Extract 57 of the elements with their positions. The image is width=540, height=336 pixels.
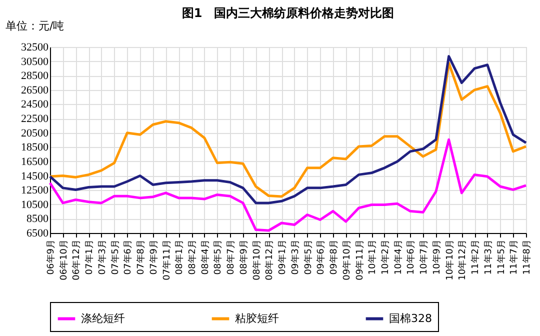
x-tick-label: 07年1月	[84, 240, 96, 275]
x-tick-label: 09年10月	[341, 240, 352, 280]
x-tick-label: 08年2月	[187, 240, 198, 275]
x-tick-label: 07年3月	[96, 240, 108, 275]
x-tick-label: 09年3月	[290, 240, 301, 275]
x-tick-label: 07年11月	[161, 240, 172, 280]
x-tick-label: 11年2月	[470, 240, 482, 275]
x-tick-label: 10年6月	[406, 240, 417, 275]
legend-label: 国棉328	[389, 312, 432, 325]
x-tick-label: 07年9月	[148, 240, 160, 275]
chart-title: 图1 国内三大棉纺原料价格走势对比图	[182, 6, 394, 20]
x-tick-label: 09年11月	[354, 240, 366, 280]
legend-label: 粘胶短纤	[235, 312, 279, 325]
x-tick-label: 10年1月	[367, 240, 378, 275]
x-tick-label: 09年6月	[316, 240, 327, 275]
x-tick-label: 08年5月	[212, 240, 224, 275]
x-tick-label: 07年6月	[122, 240, 134, 275]
x-tick-label: 09年8月	[328, 240, 340, 275]
x-tick-label: 11年5月	[496, 240, 507, 275]
x-tick-label: 06年10月	[58, 240, 70, 280]
x-tick-label: 07年8月	[136, 240, 147, 275]
y-tick-label: 24500	[21, 98, 49, 111]
x-tick-label: 07年5月	[110, 240, 121, 275]
x-tick-label: 08年1月	[174, 240, 186, 275]
x-tick-label: 08年4月	[200, 240, 211, 275]
y-tick-label: 18500	[21, 142, 49, 154]
y-axis-title: 单位：元/吨	[6, 20, 64, 32]
x-tick-label: 10年10月	[444, 240, 456, 280]
y-tick-label: 22500	[21, 113, 49, 126]
x-tick-label: 11年8月	[522, 240, 532, 275]
x-tick-label: 09年1月	[277, 240, 288, 275]
x-tick-label: 08年7月	[226, 240, 237, 275]
x-tick-label: 08年12月	[264, 240, 276, 280]
y-tick-label: 6500	[26, 228, 49, 240]
y-tick-label: 16500	[21, 156, 49, 168]
x-tick-label: 10年4月	[392, 240, 404, 275]
y-tick-label: 30500	[21, 56, 49, 68]
x-tick-label: 10年9月	[431, 240, 442, 275]
legend-label: 涤纶短纤	[81, 312, 125, 325]
x-tick-label: 08年10月	[251, 240, 262, 280]
x-tick-label: 06年12月	[71, 240, 82, 280]
y-tick-label: 10500	[21, 198, 49, 211]
x-tick-label: 11年7月	[508, 240, 520, 275]
x-tick-label: 10年2月	[380, 240, 391, 275]
x-tick-label: 09年5月	[302, 240, 314, 275]
y-tick-label: 20500	[21, 127, 49, 140]
y-tick-label: 28500	[21, 70, 49, 82]
y-tick-label: 12500	[21, 184, 49, 197]
x-tick-label: 08年9月	[238, 240, 250, 275]
x-tick-label: 06年9月	[46, 240, 56, 275]
y-tick-label: 26500	[21, 84, 49, 96]
y-tick-label: 32500	[21, 42, 49, 54]
y-tick-label: 8500	[26, 213, 49, 226]
x-tick-label: 10年12月	[457, 240, 468, 280]
y-tick-label: 14500	[21, 170, 49, 182]
x-tick-label: 11年3月	[482, 240, 494, 275]
x-tick-label: 10年7月	[418, 240, 430, 275]
